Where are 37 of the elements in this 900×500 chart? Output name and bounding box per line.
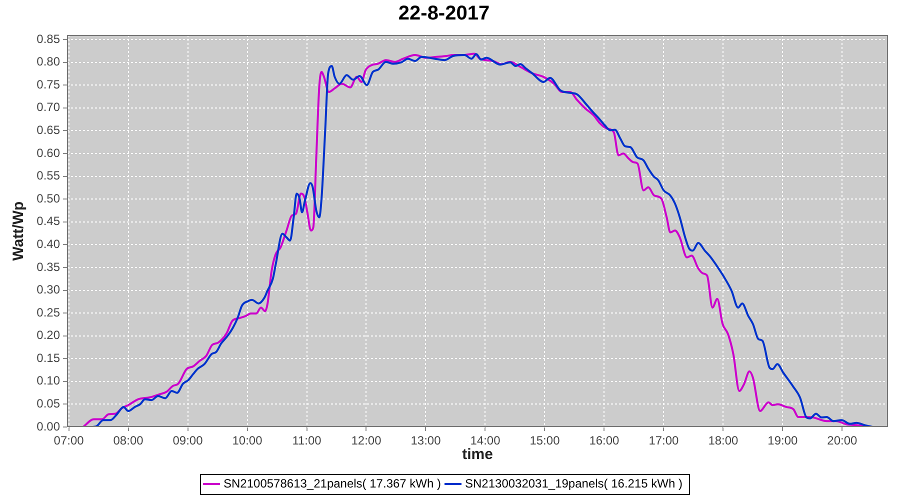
x-tick-label: 09:00: [172, 434, 204, 448]
y-tick-label: 0.15: [36, 350, 60, 365]
x-tick-label: 20:00: [827, 434, 858, 448]
y-tick-label: 0.20: [36, 328, 60, 342]
x-tick-label: 15:00: [530, 434, 560, 448]
y-tick-label: 0.35: [36, 260, 60, 274]
y-tick-label: 0.85: [36, 32, 60, 46]
x-tick-label: 17:00: [648, 434, 680, 448]
x-tick-label: 10:00: [232, 434, 263, 448]
y-tick-label: 0.30: [36, 282, 60, 297]
y-axis-title: Watt/Wp: [10, 201, 28, 261]
y-tick-label: 0.55: [36, 168, 60, 183]
x-tick-label: 18:00: [708, 434, 739, 448]
y-tick-label: 0.00: [36, 419, 60, 434]
x-tick-label: 11:00: [292, 434, 322, 448]
y-tick-label: 0.25: [36, 305, 60, 320]
y-tick-label: 0.10: [36, 374, 60, 388]
y-tick-label: 0.65: [36, 123, 60, 138]
y-tick-label: 0.80: [36, 54, 60, 69]
x-tick-label: 08:00: [113, 434, 144, 448]
y-tick-label: 0.40: [36, 236, 60, 251]
x-axis-title: time: [462, 446, 493, 464]
legend-label: SN2130032031_19panels( 16.215 kWh ): [465, 476, 682, 490]
x-tick-label: 16:00: [589, 434, 620, 448]
y-tick-label: 0.75: [36, 77, 60, 92]
x-tick-label: 14:00: [470, 434, 501, 448]
y-tick-label: 0.50: [36, 191, 60, 206]
x-tick-label: 07:00: [54, 434, 84, 448]
y-tick-label: 0.60: [36, 146, 60, 160]
legend-label: SN2100578613_21panels( 17.367 kWh ): [224, 476, 442, 490]
x-tick-label: 12:00: [351, 434, 382, 448]
x-tick-label: 19:00: [768, 434, 798, 448]
y-tick-label: 0.70: [36, 100, 60, 114]
x-tick-label: 13:00: [410, 434, 442, 448]
chart-title: 22-8-2017: [398, 2, 490, 25]
y-tick-label: 0.45: [36, 214, 60, 228]
y-tick-label: 0.05: [36, 396, 60, 411]
